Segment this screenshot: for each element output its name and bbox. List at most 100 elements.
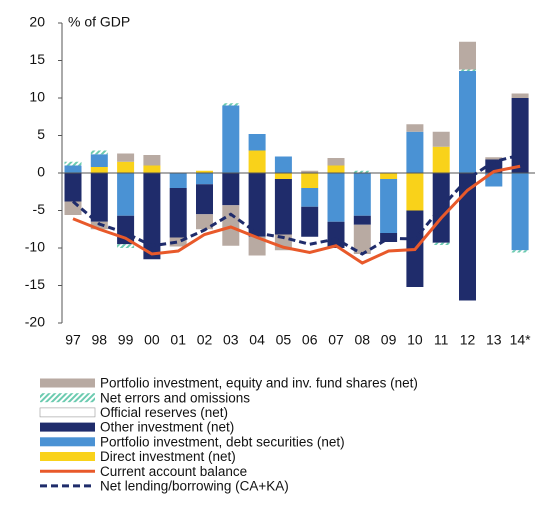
legend-label: Net errors and omissions [100,390,250,405]
legend-label: Portfolio investment, debt securities (n… [100,434,345,449]
bar-segment [222,103,240,106]
bar-segment [459,41,476,70]
legend-swatch [40,437,95,447]
bar-segment [64,173,82,202]
bar-segment [459,173,476,301]
bar-segment [353,173,371,216]
bar-segment [380,173,398,179]
bar-segment [143,165,161,173]
legend-label: Portfolio investment, equity and inv. fu… [100,376,418,391]
x-tick-label: 07 [328,332,344,348]
bar-segment [353,170,371,173]
bar-segment [327,158,345,166]
bar-segment [274,156,292,173]
bar-segment [90,154,108,167]
x-tick-label: 13 [486,332,502,348]
x-tick-label: 98 [92,332,108,348]
bar-segment [64,161,82,166]
y-tick-label: 10 [29,89,45,105]
y-tick-label: -15 [25,276,45,292]
x-tick-label: 10 [407,332,423,348]
x-tick-label: 02 [197,332,213,348]
bar-segment [432,242,450,245]
x-tick-label: 06 [302,332,318,348]
bar-segment [64,201,82,215]
bar-segment [248,236,266,256]
bar-segment [301,170,319,173]
x-tick-label: 05 [276,332,292,348]
y-tick-label: -20 [25,314,45,330]
bar-segment [301,173,319,188]
x-tick-label: 03 [223,332,239,348]
y-tick-label: 5 [37,126,45,142]
legend-swatch [40,378,95,388]
x-tick-label: 12 [460,332,476,348]
bar-segment [432,131,450,147]
legend-label: Other investment (net) [100,420,234,435]
bar-segment [196,173,213,185]
y-tick-label: 15 [29,51,45,67]
bar-segment [485,173,503,187]
bar-segment [511,173,529,251]
bar-segment [90,150,108,155]
bar-segment [301,188,319,207]
bar-segment [406,131,424,173]
x-tick-label: 08 [355,332,371,348]
bar-segment [406,124,424,132]
x-tick-label: 14* [510,332,532,348]
bar-segment [117,161,135,173]
legend-label: Current account balance [100,464,247,479]
legend-swatch [40,422,95,432]
bar-segment [327,165,345,173]
bar-segment [274,179,292,235]
legend-label: Net lending/borrowing (CA+KA) [100,478,289,493]
y-tick-label: -5 [33,201,46,217]
bar-segment [432,146,450,173]
bar-segment [169,188,187,238]
bar-segment [327,221,345,248]
bar-segment [90,173,108,222]
legend-swatch [39,407,96,418]
bar-segment [274,173,292,179]
x-tick-label: 00 [144,332,160,348]
x-tick-label: 09 [381,332,397,348]
bar-segment [169,173,187,188]
x-tick-label: 99 [118,332,134,348]
line-series [72,164,521,265]
y-tick-label: 0 [37,164,45,180]
bar-segment [353,224,371,254]
bar-segment [117,153,135,162]
legend-swatch [40,393,95,403]
bar-segment [459,71,476,173]
bar-segment [196,214,213,230]
bar-segment [485,157,503,160]
y-tick-label: 20 [29,14,45,30]
bar-segment [511,250,529,253]
bar-segment [406,173,424,211]
bar-segment [248,134,266,151]
bar-segment [169,237,187,247]
x-tick-label: 01 [170,332,186,348]
bar-segment [301,206,319,237]
legend-label: Direct investment (net) [100,449,236,464]
bar-segment [90,167,108,173]
bar-segment [248,173,266,237]
y-tick-label: -10 [25,239,45,255]
bar-segment [511,93,529,98]
bar-segment [196,184,213,215]
legend-label: Official reserves (net) [100,405,228,420]
bar-segment [248,150,266,173]
bar-segment [143,155,161,166]
bar-segment [222,173,240,206]
bar-segment [327,173,345,222]
legend-swatch [40,452,95,461]
bar-segment [143,173,161,260]
bar-segment [511,98,529,173]
bar-segment [196,170,213,173]
bar-segment [117,173,135,216]
x-tick-label: 97 [65,332,81,348]
bar-segment [222,105,240,173]
bar-segment [353,215,371,225]
bar-segment [117,244,135,248]
